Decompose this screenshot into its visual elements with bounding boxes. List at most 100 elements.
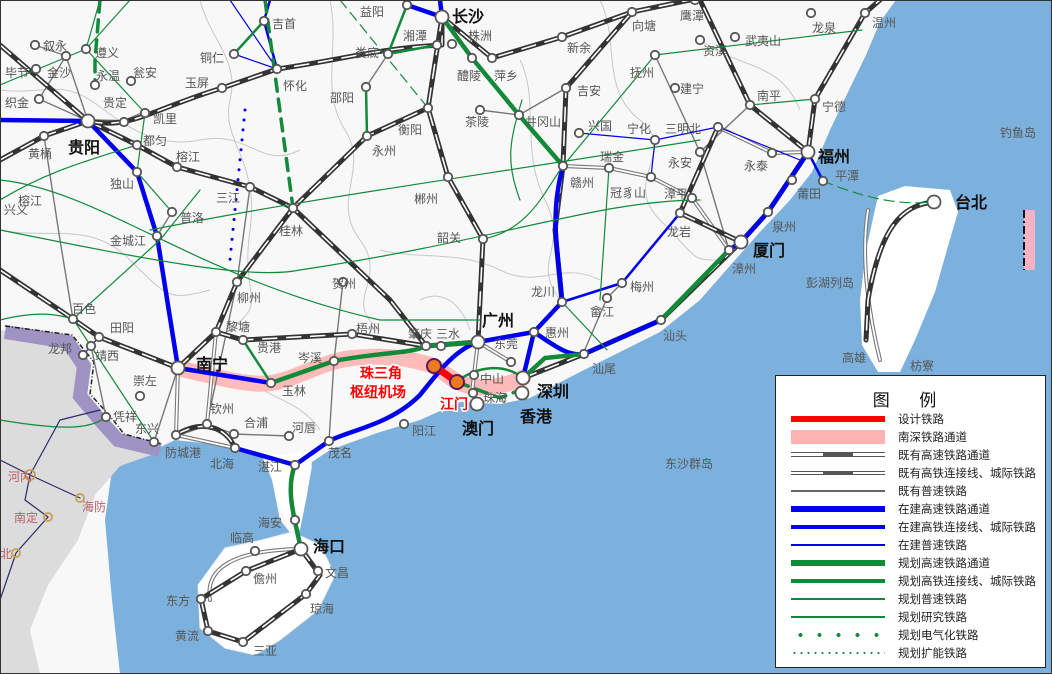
major-station-marker [800,144,816,160]
rail-normal [153,367,179,443]
station-label: 金城江 [110,233,146,248]
station-marker [85,340,97,352]
admin-boundary [379,249,601,281]
station-marker [655,314,667,326]
station-marker [603,162,615,174]
station-label: 柳州 [237,291,261,305]
station-label: 吉首 [272,17,296,31]
station-label: 湘潭 [403,28,427,43]
station-marker [131,166,143,178]
rail-normal [38,98,89,122]
station-marker [694,34,706,46]
legend-label: 在建普速铁路 [898,538,967,552]
edge-marker [1023,210,1035,270]
major-station-marker [514,385,530,401]
station-marker [30,63,42,75]
station-marker [89,79,101,91]
rail-p-link [364,85,369,138]
station-marker [67,313,79,325]
station-marker [231,276,243,288]
station-marker [560,82,572,94]
station-marker [300,588,312,600]
major-city-label: 南宁 [196,355,228,374]
station-marker [328,355,340,367]
station-label: 益阳 [360,5,384,19]
station-marker [442,171,454,183]
station-marker [33,93,45,105]
station-marker [125,75,137,87]
legend-swatch-planned-normal [788,590,888,608]
station-label: 珠海 [483,390,507,405]
station-label: 汕尾 [592,362,616,376]
station-marker [29,39,41,51]
rail-hsr [85,118,481,349]
station-marker [202,625,214,637]
station-label: 贵港 [257,341,281,355]
station-marker [694,146,706,158]
station-label: 吉安 [577,83,601,98]
legend-label: 既有普速铁路 [898,484,967,498]
station-marker [100,411,112,423]
station-label: 东莞 [494,337,518,351]
legend-swatch-existing-hsr [788,446,888,464]
station-marker [649,134,661,146]
station-label: 建宁 [680,81,704,96]
legend-swatch-planned-link [788,572,888,590]
major-station-marker [733,234,749,250]
station-label: 金沙 [47,65,71,80]
rail-c-hsr [0,117,91,124]
station-marker [477,233,489,245]
legend-label: 规划扩能铁路 [898,646,967,660]
station-marker [689,0,701,6]
station-label: 醴陵 [457,69,481,83]
station-marker [528,326,540,338]
station-label: 都匀 [143,134,167,148]
place-label: 钓鱼岛 [1000,125,1036,140]
station-marker [289,459,301,471]
legend-item-construction-hsr: 在建高速铁路通道 [788,500,1043,518]
station-label: 惠州 [545,326,569,340]
rail-c-normal [578,126,801,161]
station-label: 郴州 [414,192,438,206]
station-label: 平潭 [835,169,859,183]
station-label: 黄流 [175,629,199,643]
station-label: 合浦 [244,415,268,430]
station-label: 萍乡 [494,69,518,83]
station-label: 毕节 [5,66,29,80]
station-marker [201,418,213,430]
legend-swatch-planned-hsr [788,554,888,572]
place-label: 枋寮 [910,358,934,373]
rail-normal [38,55,67,100]
rail-p-normal [482,165,564,240]
station-marker [468,369,480,381]
station-marker [674,207,686,219]
station-marker [744,99,756,111]
rail-p-normal [599,167,610,301]
station-label: 三江 [216,191,240,205]
legend-item-construction-link: 在建高铁连接线、城际铁路 [788,518,1043,536]
station-marker [195,593,207,605]
legend-label: 规划研究铁路 [898,610,967,624]
station-label: 织金 [5,95,29,110]
station-marker [271,63,283,75]
admin-boundary [519,59,561,301]
station-marker [723,244,735,256]
station-label: 玉林 [282,384,306,398]
legend-item-construction-normal: 在建普速铁路 [788,536,1043,554]
station-label: 永泰 [744,159,768,173]
station-marker [240,565,252,577]
legend-item-planned-study: 规划研究铁路 [788,608,1043,626]
station-marker [258,15,270,27]
legend-label: 在建高速铁路通道 [898,502,990,516]
station-label: 普洛 [180,210,204,225]
station-label: 邵阳 [330,91,354,105]
station-label: 龙邦 [48,342,72,356]
legend-label: 南深铁路通道 [898,430,967,444]
station-label: 梧州 [356,321,380,336]
legend-swatch-corridor [788,428,888,446]
legend-label: 既有高铁连接线、城际铁路 [898,466,1036,480]
station-label: 铜仁 [200,50,224,65]
rail-p-hsr [520,351,587,381]
major-city-label: 澳门 [462,419,494,438]
place-label: 彭湖列岛 [806,275,854,290]
